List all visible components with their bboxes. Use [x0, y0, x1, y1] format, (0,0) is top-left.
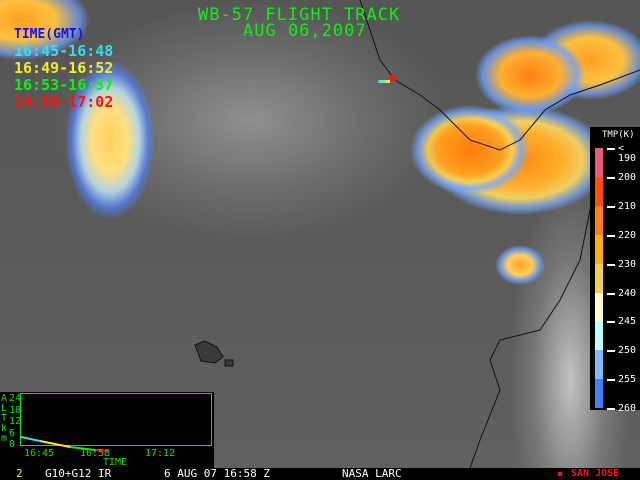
colorbar-swatch: [595, 321, 603, 351]
colorbar-tick: [607, 292, 615, 295]
source-label: NASA LARC: [342, 467, 402, 480]
chart-title: WB-57 FLIGHT TRACK: [198, 5, 401, 25]
san-jose-marker: [390, 75, 396, 81]
colorbar-tick: [607, 350, 615, 353]
colorbar-swatch: [595, 205, 603, 235]
x-tick-label: 17:12: [145, 448, 176, 459]
x-axis-label: TIME: [103, 457, 128, 468]
colorbar-label: 240: [618, 287, 637, 299]
y-axis-label-char: m: [1, 433, 8, 444]
colorbar-label: < 190: [618, 143, 637, 164]
temperature-colorbar: TMP(K) < 190 200 210 220 230 240 245 250 255 260: [590, 127, 640, 414]
time-legend: TIME(GMT) 16:45-16:48 16:49-16:52 16:53-…: [14, 26, 113, 111]
colorbar-label: 255: [618, 374, 637, 386]
colorbar-swatch: [595, 234, 603, 264]
y-tick-label: 12: [9, 416, 22, 427]
y-tick-label: 6: [9, 427, 16, 439]
flight-track: [378, 80, 390, 83]
legend-range-2: 16:49-16:52: [14, 59, 114, 77]
y-axis-label-char: L: [1, 403, 8, 414]
product-label: G10+G12 IR: [45, 467, 112, 480]
frame-number: 2: [16, 467, 23, 480]
y-tick-label: 0: [9, 439, 16, 450]
colorbar-tick: [607, 205, 615, 208]
plot-frame: [20, 393, 212, 446]
colorbar-label: 250: [618, 345, 637, 357]
legend-heading: TIME(GMT): [14, 27, 85, 42]
altitude-track: [20, 436, 109, 452]
y-tick-label: 18: [9, 404, 22, 416]
colorbar-swatch: [595, 292, 603, 322]
colorbar-label: 200: [618, 171, 637, 183]
colorbar-label: 220: [618, 229, 637, 241]
colorbar-label: 260: [618, 403, 637, 415]
colorbar-tick: [607, 176, 615, 179]
x-tick-label: 16:58: [80, 448, 111, 459]
y-axis-label-char: A: [1, 393, 8, 404]
colorbar-swatch: [595, 176, 603, 206]
colorbar-tick: [607, 379, 615, 382]
x-tick-label: 16:45: [24, 448, 55, 459]
y-axis-label-char: T: [1, 413, 8, 424]
colorbar-label: 245: [618, 316, 637, 328]
colorbar-swatch: [595, 379, 603, 409]
colorbar-swatch: [595, 350, 603, 380]
chart-date: AUG 06,2007: [243, 21, 367, 41]
legend-range-4: 16:58-17:02: [14, 93, 114, 111]
satellite-ir-image: [0, 0, 640, 468]
colorbar-label: 230: [618, 258, 637, 270]
y-axis-label-char: k: [1, 423, 8, 434]
colorbar-tick: [607, 321, 615, 324]
colorbar-title: TMP(K): [602, 130, 635, 140]
marker-legend-label: SAN JOSE: [571, 468, 620, 479]
legend-range-3: 16:53-16:57: [14, 76, 114, 94]
marker-legend-icon: [558, 472, 562, 476]
colorbar-swatch: [595, 148, 603, 177]
status-bar: 2 G10+G12 IR 6 AUG 07 16:58 Z NASA LARC …: [0, 468, 640, 480]
y-tick-label: 24: [9, 393, 22, 404]
colorbar-label: 210: [618, 200, 637, 212]
colorbar-tick: [607, 148, 615, 150]
colorbar-tick: [607, 263, 615, 266]
colorbar-tick: [607, 234, 615, 237]
colorbar-tick: [607, 408, 615, 411]
legend-range-1: 16:45-16:48: [14, 42, 114, 60]
colorbar-swatch: [595, 263, 603, 293]
datetime-label: 6 AUG 07 16:58 Z: [164, 467, 270, 480]
